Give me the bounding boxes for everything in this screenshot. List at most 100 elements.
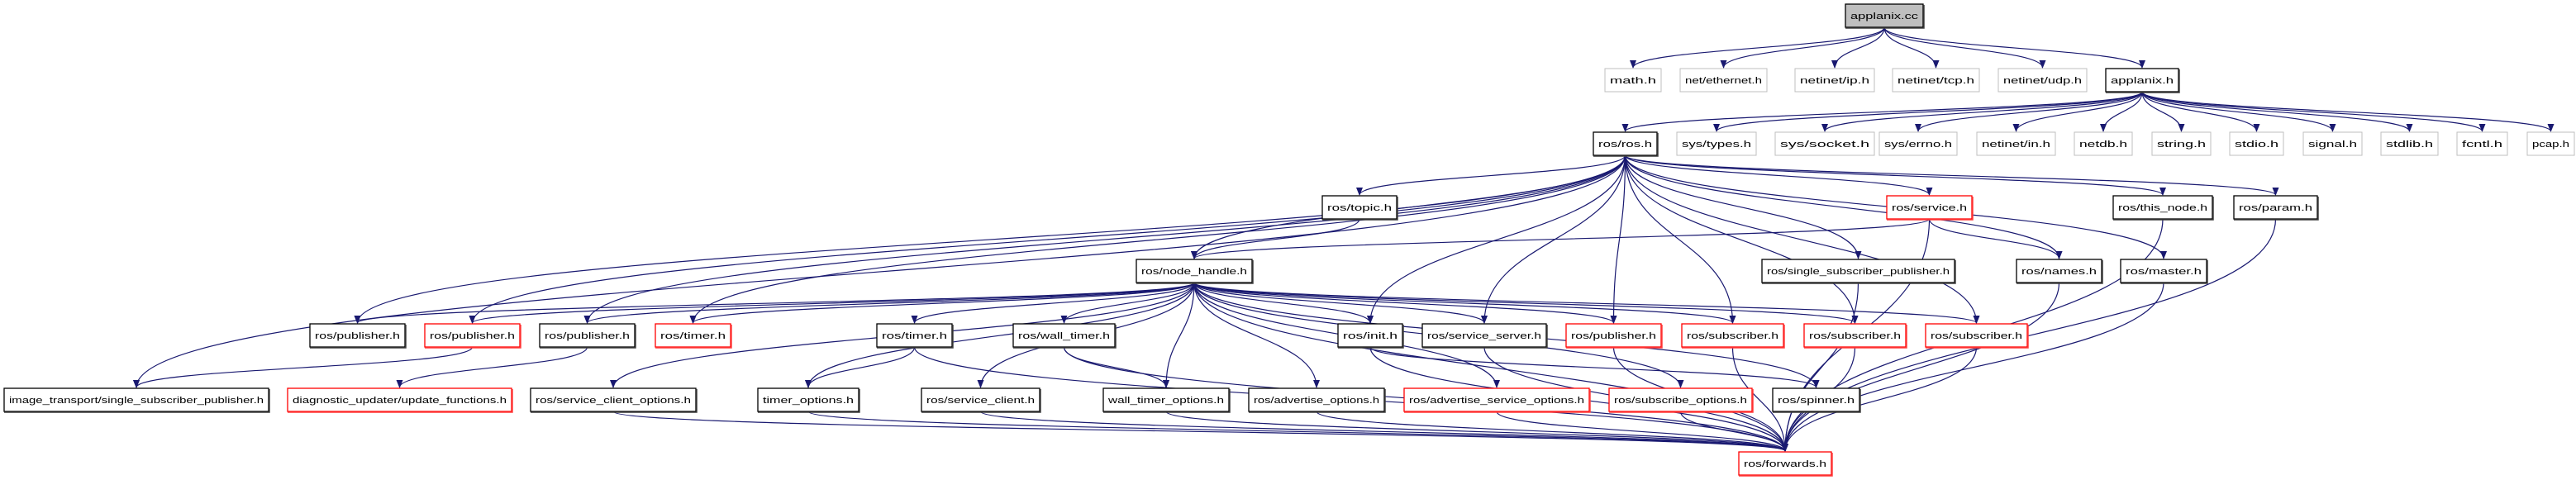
edge-ros-ros-h-to-ros-subscriber-h	[1624, 154, 1736, 324]
node-image-transport-single-subscriber-publisher-h[interactable]: image_transport/single_subscriber_publis…	[3, 387, 270, 413]
node-applanix-cc[interactable]: applanix.cc	[1845, 3, 1925, 29]
node-label: netdb.h	[2079, 140, 2127, 150]
edge-applanix-cc-to-net-ethernet-h	[1720, 26, 1885, 69]
node-label: ros/publisher.h	[545, 331, 630, 341]
node-ros-publisher-h[interactable]: ros/publisher.h	[1565, 323, 1663, 349]
node-ros-subscriber-h[interactable]: ros/subscriber.h	[1925, 323, 2029, 349]
node-label: ros/spinner.h	[1778, 396, 1855, 406]
node-ros-service-client-options-h[interactable]: ros/service_client_options.h	[530, 387, 698, 413]
node-netinet-in-h: netinet/in.h	[1976, 131, 2056, 156]
node-netinet-udp-h: netinet/udp.h	[1997, 68, 2088, 93]
edge-ros-ros-h-to-ros-names-h	[1624, 154, 2063, 259]
edge-ros-ros-h-to-ros-param-h	[1624, 154, 2279, 196]
node-label: sys/errno.h	[1884, 140, 1952, 150]
node-label: sys/types.h	[1682, 140, 1751, 150]
edge-ros-single-subscriber-publisher-h-to-ros-forwards-h	[1782, 282, 1859, 452]
edge-ros-ros-h-to-ros-topic-h	[1356, 154, 1626, 196]
edge-ros-node-handle-h-to-ros-publisher-h	[583, 282, 1195, 324]
node-label: fcntl.h	[2462, 140, 2502, 150]
node-label: ros/node_handle.h	[1141, 267, 1247, 277]
node-label: stdlib.h	[2386, 140, 2433, 150]
node-ros-master-h[interactable]: ros/master.h	[2120, 259, 2208, 284]
edge-ros-node-handle-h-to-ros-service-server-h	[1193, 282, 1488, 324]
node-label: stdio.h	[2235, 140, 2278, 150]
edge-applanix-cc-to-netinet-udp-h	[1883, 26, 2046, 69]
node-label: ros/subscribe_options.h	[1614, 396, 1747, 406]
node-ros-this-node-h[interactable]: ros/this_node.h	[2112, 195, 2214, 221]
node-ros-publisher-h[interactable]: ros/publisher.h	[539, 323, 636, 349]
node-label: ros/service_client.h	[926, 396, 1035, 406]
node-applanix-h[interactable]: applanix.h	[2105, 68, 2180, 93]
edge-ros-node-handle-h-to-ros-advertise-options-h	[1193, 282, 1320, 388]
node-ros-service-server-h[interactable]: ros/service_server.h	[1421, 323, 1548, 349]
node-ros-publisher-h[interactable]: ros/publisher.h	[309, 323, 407, 349]
edge-ros-publisher-h-to-diagnostic-updater-update-functions-h	[396, 346, 588, 388]
node-ros-single-subscriber-publisher-h[interactable]: ros/single_subscriber_publisher.h	[1761, 259, 1956, 284]
edges	[133, 26, 2555, 452]
edge-applanix-cc-to-math-h	[1630, 26, 1885, 69]
node-label: ros/publisher.h	[315, 331, 400, 341]
node-label: netinet/in.h	[1982, 140, 2050, 150]
node-ros-timer-h[interactable]: ros/timer.h	[655, 323, 732, 349]
node-label: netinet/tcp.h	[1897, 76, 1974, 86]
node-label: applanix.cc	[1850, 12, 1919, 21]
edge-ros-ros-h-to-ros-single-subscriber-publisher-h	[1624, 154, 1862, 259]
edge-ros-node-handle-h-to-ros-publisher-h	[1193, 282, 1617, 324]
edge-ros-node-handle-h-to-wall-timer-options-h	[1163, 282, 1195, 388]
edge-ros-ros-h-to-ros-publisher-h	[583, 154, 1626, 324]
node-math-h: math.h	[1604, 68, 1662, 93]
edge-ros-ros-h-to-ros-this-node-h	[1624, 154, 2166, 196]
node-stdio-h: stdio.h	[2229, 131, 2284, 156]
node-ros-node-handle-h[interactable]: ros/node_handle.h	[1136, 259, 1254, 284]
node-ros-forwards-h[interactable]: ros/forwards.h	[1738, 451, 1833, 477]
node-ros-subscriber-h[interactable]: ros/subscriber.h	[1681, 323, 1785, 349]
node-ros-names-h[interactable]: ros/names.h	[2016, 259, 2103, 284]
edge-ros-ros-h-to-ros-timer-h	[689, 154, 1626, 324]
node-ros-spinner-h[interactable]: ros/spinner.h	[1772, 387, 1861, 413]
node-label: ros/single_subscriber_publisher.h	[1767, 267, 1950, 277]
node-label: ros/publisher.h	[1571, 331, 1656, 341]
node-ros-init-h[interactable]: ros/init.h	[1337, 323, 1404, 349]
edge-applanix-h-to-netinet-in-h	[2012, 91, 2143, 132]
node-net-ethernet-h: net/ethernet.h	[1679, 68, 1768, 93]
node-label: signal.h	[2308, 140, 2357, 150]
node-label: ros/master.h	[2126, 267, 2202, 277]
edge-ros-service-h-to-ros-node-handle-h	[1191, 218, 1931, 259]
edge-timer-options-h-to-ros-forwards-h	[807, 411, 1788, 452]
node-netinet-tcp-h: netinet/tcp.h	[1892, 68, 1980, 93]
edge-ros-publisher-h-to-image-transport-single-subscriber-publisher-h	[133, 346, 474, 388]
edge-ros-subscribe-options-h-to-ros-forwards-h	[1679, 411, 1788, 452]
node-ros-subscribe-options-h[interactable]: ros/subscribe_options.h	[1608, 387, 1754, 413]
node-ros-advertise-service-options-h[interactable]: ros/advertise_service_options.h	[1403, 387, 1591, 413]
edge-ros-node-handle-h-to-ros-subscriber-h	[1193, 282, 1736, 324]
edge-ros-timer-h-to-timer-options-h	[805, 346, 916, 388]
node-wall-timer-options-h[interactable]: wall_timer_options.h	[1102, 387, 1231, 413]
edge-ros-ros-h-to-image-transport-single-subscriber-publisher-h	[133, 154, 1626, 388]
node-diagnostic-updater-update-functions-h[interactable]: diagnostic_updater/update_functions.h	[287, 387, 513, 413]
node-ros-param-h[interactable]: ros/param.h	[2233, 195, 2319, 221]
node-timer-options-h[interactable]: timer_options.h	[757, 387, 860, 413]
edge-ros-node-handle-h-to-ros-publisher-h	[469, 282, 1195, 324]
edge-ros-node-handle-h-to-ros-forwards-h	[1193, 282, 1788, 452]
node-netdb-h: netdb.h	[2074, 131, 2133, 156]
edge-ros-node-handle-h-to-ros-init-h	[1193, 282, 1374, 324]
node-ros-timer-h[interactable]: ros/timer.h	[876, 323, 954, 349]
node-ros-subscriber-h[interactable]: ros/subscriber.h	[1803, 323, 1907, 349]
node-label: ros/subscriber.h	[1687, 331, 1778, 341]
node-ros-advertise-options-h[interactable]: ros/advertise_options.h	[1248, 387, 1386, 413]
edge-ros-ros-h-to-ros-service-h	[1624, 154, 1933, 196]
node-label: ros/timer.h	[660, 331, 726, 341]
node-label: netinet/udp.h	[2003, 76, 2082, 86]
node-label: ros/service.h	[1892, 203, 1967, 213]
edge-ros-ros-h-to-ros-publisher-h	[354, 154, 1626, 324]
node-ros-wall-timer-h[interactable]: ros/wall_timer.h	[1012, 323, 1117, 349]
node-pcap-h: pcap.h	[2526, 131, 2575, 156]
node-ros-publisher-h[interactable]: ros/publisher.h	[424, 323, 521, 349]
node-ros-topic-h[interactable]: ros/topic.h	[1321, 195, 1398, 221]
node-ros-ros-h[interactable]: ros/ros.h	[1593, 131, 1659, 157]
edge-ros-master-h-to-ros-forwards-h	[1782, 282, 2164, 452]
node-ros-service-h[interactable]: ros/service.h	[1886, 195, 1974, 221]
node-ros-service-client-h[interactable]: ros/service_client.h	[921, 387, 1041, 413]
edge-ros-ros-h-to-ros-subscriber-h	[1624, 154, 1859, 324]
